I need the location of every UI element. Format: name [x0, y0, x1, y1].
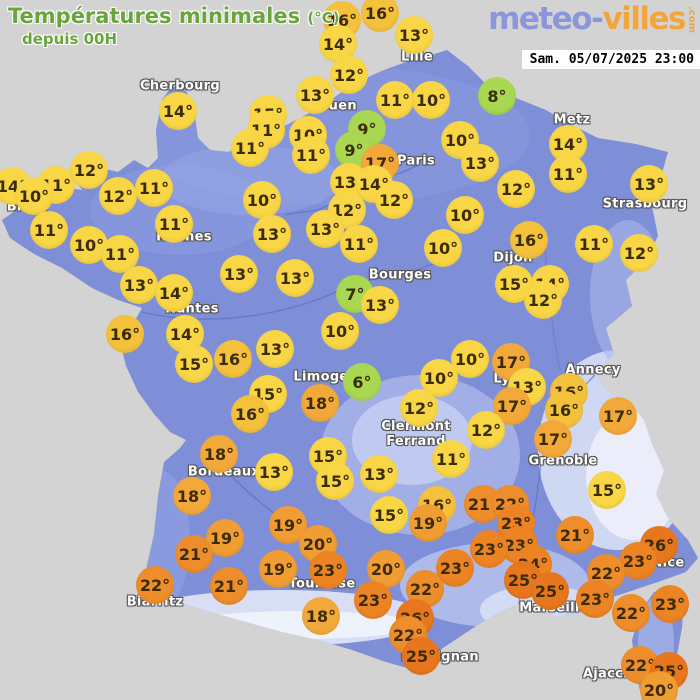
temp-bubble: 10°	[15, 177, 53, 215]
temp-bubble: 12°	[70, 151, 108, 189]
temp-bubble: 14°	[155, 274, 193, 312]
temp-bubble: 13°	[276, 259, 314, 297]
temp-bubble: 11°	[340, 225, 378, 263]
temp-bubble: 11°	[292, 136, 330, 174]
temp-bubble: 11°	[376, 81, 414, 119]
temp-bubble: 23°	[354, 581, 392, 619]
temp-bubble: 14°	[159, 92, 197, 130]
temp-bubble: 16°	[361, 0, 399, 32]
temp-bubble: 12°	[400, 389, 438, 427]
title-text: Températures minimales	[8, 4, 301, 28]
logo-part-meteo: meteo-	[488, 1, 604, 37]
temp-bubble: 11°	[155, 205, 193, 243]
temp-bubble: 13°	[395, 16, 433, 54]
temp-bubble: 12°	[497, 170, 535, 208]
temp-bubble: 17°	[599, 397, 637, 435]
temp-bubble: 12°	[467, 411, 505, 449]
temp-bubble: 11°	[231, 129, 269, 167]
temp-bubble: 10°	[321, 312, 359, 350]
city-label: Limoges	[293, 369, 357, 385]
temp-bubble: 10°	[424, 229, 462, 267]
temp-bubble: 23°	[651, 585, 689, 623]
temp-bubble: 20°	[640, 671, 678, 700]
temp-bubble: 9°	[335, 131, 373, 169]
city-label: Bourges	[368, 267, 432, 283]
temp-bubble: 11°	[549, 155, 587, 193]
temp-bubble: 12°	[99, 177, 137, 215]
city-label: Cherbourg	[140, 78, 220, 94]
temp-bubble: 13°	[256, 330, 294, 368]
temp-bubble: 10°	[446, 196, 484, 234]
city-label: Clermont Ferrand	[381, 419, 450, 449]
temp-bubble: 16°	[106, 315, 144, 353]
map-header: Températures minimales (°C) depuis 00H	[8, 4, 340, 48]
temp-bubble: 17°	[534, 420, 572, 458]
temp-bubble: 23°	[436, 549, 474, 587]
temp-bubble: 15°	[588, 471, 626, 509]
temp-bubble: 15°	[316, 462, 354, 500]
temp-bubble: 11°	[432, 440, 470, 478]
temp-bubble: 23°	[470, 530, 508, 568]
temp-bubble: 15°	[175, 345, 213, 383]
page-subtitle: depuis 00H	[22, 30, 118, 48]
temp-bubble: 25°	[402, 637, 440, 675]
temp-bubble: 8°	[478, 77, 516, 115]
temp-bubble: 13°	[461, 144, 499, 182]
temp-bubble: 16°	[231, 395, 269, 433]
temp-bubble: 11°	[37, 166, 75, 204]
temp-bubble: 13°	[296, 76, 334, 114]
temp-bubble: 23°	[309, 551, 347, 589]
temp-bubble: 11°	[575, 225, 613, 263]
logo-part-villes: villes	[602, 1, 686, 37]
temp-bubble: 13°	[120, 266, 158, 304]
temp-bubble: 23°	[619, 542, 657, 580]
temp-bubble: 6°	[343, 363, 381, 401]
temp-bubble: 25°	[531, 572, 569, 610]
temp-bubble: 12°	[620, 234, 658, 272]
timestamp-badge: Sam. 05/07/2025 23:00	[521, 50, 700, 69]
temp-bubble: 19°	[409, 504, 447, 542]
city-label: Metz	[553, 112, 591, 128]
temp-bubble: 16°	[214, 340, 252, 378]
temp-bubble: 12°	[524, 281, 562, 319]
temp-bubble: 12°	[375, 181, 413, 219]
temp-bubble: 21°	[175, 535, 213, 573]
meteo-villes-logo[interactable]: meteo-villes .com	[488, 2, 697, 36]
temp-bubble: 10°	[412, 81, 450, 119]
temp-bubble: 11°	[135, 169, 173, 207]
title-unit: (°C)	[307, 9, 340, 27]
temp-bubble: 13°	[220, 255, 258, 293]
logo-suffix-com: .com	[686, 6, 697, 34]
temp-bubble: 11°	[30, 211, 68, 249]
temp-bubble: 15°	[370, 496, 408, 534]
temp-bubble: 18°	[302, 597, 340, 635]
page-title: Températures minimales (°C)	[8, 4, 340, 28]
temp-bubble: 21°	[556, 516, 594, 554]
temp-bubble: 13°	[361, 286, 399, 324]
temp-bubble: 21°	[210, 567, 248, 605]
temp-bubble: 13°	[630, 165, 668, 203]
city-label: Grenoble	[528, 453, 598, 469]
temp-bubble: 13°	[306, 210, 344, 248]
city-label: Annecy	[565, 362, 621, 378]
temp-bubble: 18°	[173, 477, 211, 515]
temp-bubble: 12°	[330, 56, 368, 94]
temp-bubble: 18°	[301, 384, 339, 422]
temp-bubble: 19°	[259, 550, 297, 588]
temp-bubble: 10°	[243, 181, 281, 219]
temp-bubble: 22°	[136, 566, 174, 604]
temp-bubble: 13°	[255, 453, 293, 491]
temp-bubble: 23°	[576, 580, 614, 618]
city-label: Paris	[396, 153, 436, 169]
temp-bubble: 13°	[253, 215, 291, 253]
temp-bubble: 18°	[200, 435, 238, 473]
temp-bubble: 22°	[587, 554, 625, 592]
temp-bubble: 10°	[451, 340, 489, 378]
temp-bubble: 22°	[612, 594, 650, 632]
temp-bubble: 13°	[360, 455, 398, 493]
temp-bubble: 16°	[510, 221, 548, 259]
city-label: Strasbourg	[602, 196, 688, 212]
